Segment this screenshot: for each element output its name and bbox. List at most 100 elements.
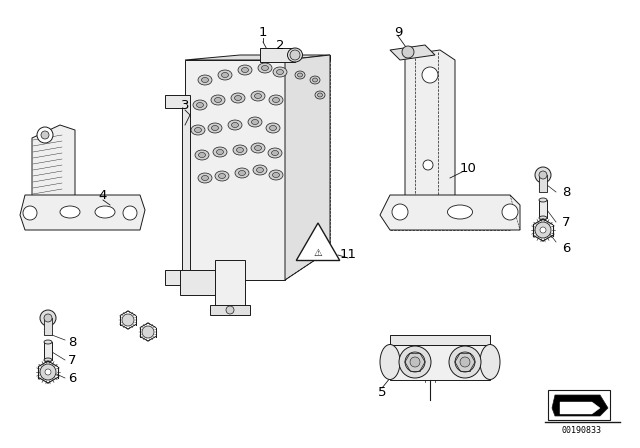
Circle shape xyxy=(535,222,551,238)
Text: 5: 5 xyxy=(378,387,387,400)
Text: 2: 2 xyxy=(276,39,284,52)
Ellipse shape xyxy=(198,75,212,85)
Text: 4: 4 xyxy=(99,189,107,202)
Ellipse shape xyxy=(295,71,305,79)
Ellipse shape xyxy=(215,171,229,181)
Text: 8: 8 xyxy=(562,185,570,198)
Text: 11: 11 xyxy=(339,249,356,262)
Circle shape xyxy=(40,364,56,380)
Ellipse shape xyxy=(241,68,248,73)
Polygon shape xyxy=(44,342,52,360)
Ellipse shape xyxy=(202,78,209,82)
Ellipse shape xyxy=(273,172,280,177)
Ellipse shape xyxy=(208,123,222,133)
Ellipse shape xyxy=(198,152,205,158)
Ellipse shape xyxy=(252,120,259,125)
Ellipse shape xyxy=(287,48,303,62)
Ellipse shape xyxy=(258,63,272,73)
Circle shape xyxy=(502,204,518,220)
Ellipse shape xyxy=(276,69,284,74)
Ellipse shape xyxy=(480,345,500,379)
Circle shape xyxy=(45,369,51,375)
Text: 3: 3 xyxy=(180,99,189,112)
Circle shape xyxy=(455,352,475,372)
Polygon shape xyxy=(165,95,190,285)
Polygon shape xyxy=(215,260,245,310)
Polygon shape xyxy=(548,390,610,420)
Circle shape xyxy=(405,352,425,372)
Ellipse shape xyxy=(447,205,472,219)
Polygon shape xyxy=(296,223,340,260)
Circle shape xyxy=(410,357,420,367)
Polygon shape xyxy=(539,175,547,192)
Polygon shape xyxy=(539,200,547,218)
Ellipse shape xyxy=(312,78,317,82)
Polygon shape xyxy=(285,55,330,60)
Ellipse shape xyxy=(195,150,209,160)
Polygon shape xyxy=(260,48,295,62)
Polygon shape xyxy=(390,345,490,380)
Ellipse shape xyxy=(273,98,280,103)
Text: 00190833: 00190833 xyxy=(562,426,602,435)
Polygon shape xyxy=(390,335,490,345)
Ellipse shape xyxy=(95,206,115,218)
Ellipse shape xyxy=(539,198,547,202)
Circle shape xyxy=(40,310,56,326)
Polygon shape xyxy=(210,305,250,315)
Ellipse shape xyxy=(248,117,262,127)
Ellipse shape xyxy=(221,73,228,78)
Ellipse shape xyxy=(216,150,223,155)
Circle shape xyxy=(123,206,137,220)
Ellipse shape xyxy=(44,358,52,362)
Circle shape xyxy=(423,160,433,170)
Ellipse shape xyxy=(60,206,80,218)
Ellipse shape xyxy=(266,123,280,133)
Circle shape xyxy=(392,204,408,220)
Text: 8: 8 xyxy=(68,336,76,349)
Ellipse shape xyxy=(211,95,225,105)
Text: 9: 9 xyxy=(394,26,402,39)
Polygon shape xyxy=(185,55,330,60)
Ellipse shape xyxy=(315,91,325,99)
Ellipse shape xyxy=(269,125,276,130)
Polygon shape xyxy=(20,195,145,230)
Ellipse shape xyxy=(273,67,287,77)
Ellipse shape xyxy=(317,93,323,97)
Polygon shape xyxy=(180,270,215,295)
Ellipse shape xyxy=(233,145,247,155)
Ellipse shape xyxy=(202,176,209,181)
Text: 7: 7 xyxy=(562,215,570,228)
Circle shape xyxy=(37,127,53,143)
Ellipse shape xyxy=(269,170,283,180)
Polygon shape xyxy=(390,45,435,60)
Text: ⚠: ⚠ xyxy=(314,248,323,258)
Text: 1: 1 xyxy=(259,26,268,39)
Ellipse shape xyxy=(218,70,232,80)
Ellipse shape xyxy=(262,65,269,70)
Ellipse shape xyxy=(211,125,218,130)
Ellipse shape xyxy=(251,143,265,153)
Polygon shape xyxy=(285,55,330,280)
Circle shape xyxy=(449,346,481,378)
Ellipse shape xyxy=(239,171,246,176)
Circle shape xyxy=(540,227,546,233)
Ellipse shape xyxy=(44,340,52,344)
Circle shape xyxy=(290,50,300,60)
Ellipse shape xyxy=(198,173,212,183)
Ellipse shape xyxy=(268,148,282,158)
Ellipse shape xyxy=(271,151,278,155)
Circle shape xyxy=(122,314,134,326)
Ellipse shape xyxy=(218,173,225,178)
Ellipse shape xyxy=(539,216,547,220)
Text: 10: 10 xyxy=(460,161,476,175)
Circle shape xyxy=(402,46,414,58)
Circle shape xyxy=(535,167,551,183)
Circle shape xyxy=(44,314,52,322)
Ellipse shape xyxy=(255,146,262,151)
Polygon shape xyxy=(185,60,285,280)
Circle shape xyxy=(226,306,234,314)
Circle shape xyxy=(539,171,547,179)
Ellipse shape xyxy=(298,73,303,77)
Ellipse shape xyxy=(196,103,204,108)
Polygon shape xyxy=(560,402,600,414)
